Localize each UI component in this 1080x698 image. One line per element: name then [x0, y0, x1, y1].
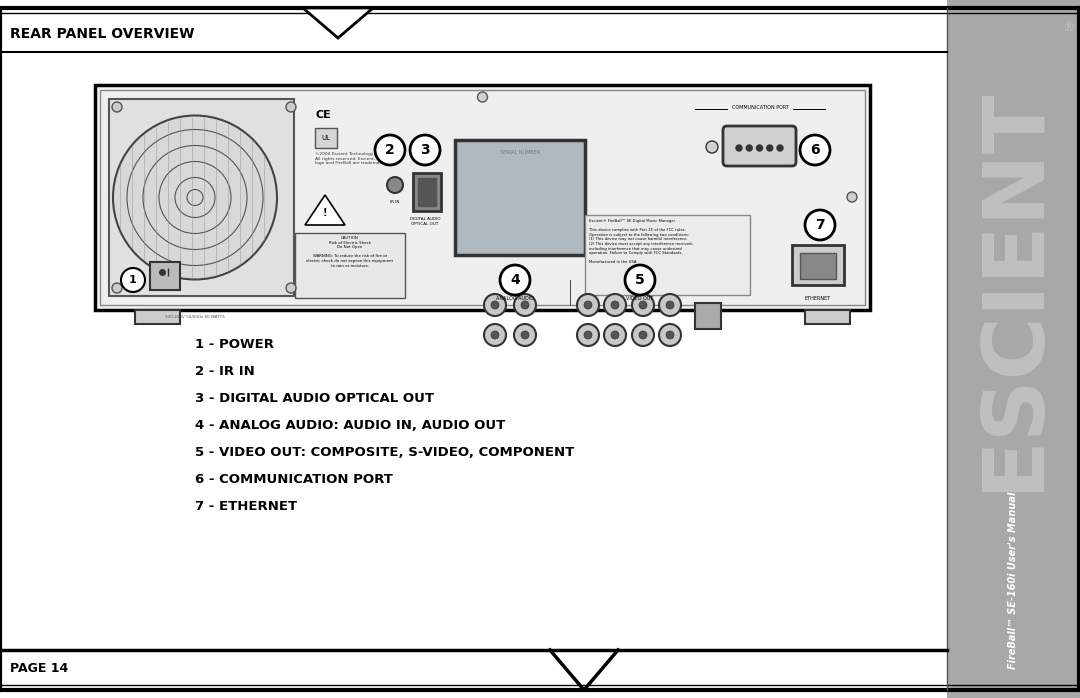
Text: 1: 1 — [130, 275, 137, 285]
Circle shape — [847, 192, 858, 202]
Text: REAR PANEL OVERVIEW: REAR PANEL OVERVIEW — [10, 27, 194, 41]
Text: 2: 2 — [386, 143, 395, 157]
Polygon shape — [303, 8, 373, 38]
Circle shape — [491, 301, 499, 309]
Bar — [585, 215, 750, 295]
Bar — [696, 303, 721, 329]
Circle shape — [632, 294, 654, 316]
Circle shape — [777, 145, 783, 151]
Text: 6 - COMMUNICATION PORT: 6 - COMMUNICATION PORT — [195, 473, 393, 486]
Bar — [805, 310, 850, 324]
Text: 100-240V 50/60Hz 80 WATTS: 100-240V 50/60Hz 80 WATTS — [165, 315, 225, 319]
Bar — [418, 178, 436, 206]
Text: !: ! — [323, 208, 327, 218]
Text: CE: CE — [315, 110, 330, 120]
Circle shape — [666, 301, 674, 309]
Text: 7 - ETHERNET: 7 - ETHERNET — [195, 500, 297, 513]
Circle shape — [521, 331, 529, 339]
Circle shape — [514, 294, 536, 316]
Bar — [800, 253, 836, 279]
Circle shape — [604, 294, 626, 316]
Text: PAGE 14: PAGE 14 — [10, 662, 68, 674]
Circle shape — [767, 145, 773, 151]
Text: 2 - IR IN: 2 - IR IN — [195, 365, 255, 378]
Circle shape — [611, 331, 619, 339]
Text: ANALOG AUDIO: ANALOG AUDIO — [496, 295, 534, 301]
Text: CAUTION
Risk of Electric Shock
Do Not Open

WARNING: To reduce the risk of fire : CAUTION Risk of Electric Shock Do Not Op… — [307, 236, 393, 267]
Circle shape — [625, 265, 654, 295]
Polygon shape — [305, 195, 345, 225]
Text: 1 - POWER: 1 - POWER — [195, 338, 274, 351]
Circle shape — [805, 210, 835, 240]
Text: UL: UL — [322, 135, 330, 141]
Text: IR IN: IR IN — [390, 200, 400, 204]
Circle shape — [577, 324, 599, 346]
Text: 5: 5 — [635, 273, 645, 287]
Circle shape — [735, 145, 742, 151]
Circle shape — [659, 294, 681, 316]
Circle shape — [387, 177, 403, 193]
Text: 5 - VIDEO OUT: COMPOSITE, S-VIDEO, COMPONENT: 5 - VIDEO OUT: COMPOSITE, S-VIDEO, COMPO… — [195, 446, 575, 459]
Circle shape — [639, 331, 647, 339]
Text: ESCIENT: ESCIENT — [972, 87, 1055, 492]
Text: SERIAL NUMBER: SERIAL NUMBER — [500, 150, 540, 155]
Bar — [135, 310, 180, 324]
Circle shape — [659, 324, 681, 346]
Bar — [947, 0, 1080, 698]
Circle shape — [375, 135, 405, 165]
Text: Escient® FireBall™ SE Digital Music Manager

This device complies with Part 15 o: Escient® FireBall™ SE Digital Music Mana… — [589, 219, 693, 265]
Text: ®: ® — [1062, 22, 1075, 34]
Circle shape — [706, 141, 718, 153]
Circle shape — [584, 331, 592, 339]
Circle shape — [410, 135, 440, 165]
Circle shape — [577, 294, 599, 316]
Circle shape — [286, 102, 296, 112]
Circle shape — [521, 301, 529, 309]
Circle shape — [604, 324, 626, 346]
Bar — [413, 173, 441, 211]
Text: FireBall™ SE-160i User's Manual: FireBall™ SE-160i User's Manual — [1009, 491, 1018, 669]
Circle shape — [121, 268, 145, 292]
Bar — [109, 99, 294, 296]
Circle shape — [632, 324, 654, 346]
Text: 4: 4 — [510, 273, 519, 287]
Text: 7: 7 — [815, 218, 825, 232]
Bar — [0, 648, 947, 690]
Circle shape — [639, 301, 647, 309]
Circle shape — [113, 115, 276, 279]
Circle shape — [746, 145, 753, 151]
Text: ETHERNET: ETHERNET — [805, 295, 832, 301]
Circle shape — [611, 301, 619, 309]
Bar — [315, 128, 337, 148]
Circle shape — [484, 294, 507, 316]
FancyBboxPatch shape — [723, 126, 796, 166]
Text: COMMUNICATION PORT: COMMUNICATION PORT — [731, 105, 788, 110]
Circle shape — [112, 102, 122, 112]
Text: DIGITAL AUDIO
OPTICAL OUT: DIGITAL AUDIO OPTICAL OUT — [409, 217, 441, 225]
Text: ©2004 Escient Technology Inc.
All rights reserved. Escient, Escient
logo and Fir: ©2004 Escient Technology Inc. All rights… — [315, 152, 392, 165]
Circle shape — [514, 324, 536, 346]
Bar — [150, 262, 180, 290]
Text: 4 - ANALOG AUDIO: AUDIO IN, AUDIO OUT: 4 - ANALOG AUDIO: AUDIO IN, AUDIO OUT — [195, 419, 505, 432]
Circle shape — [666, 331, 674, 339]
Text: 6: 6 — [810, 143, 820, 157]
Circle shape — [484, 324, 507, 346]
Bar — [792, 245, 843, 285]
Bar — [295, 233, 405, 298]
Circle shape — [800, 135, 831, 165]
Circle shape — [112, 283, 122, 293]
Circle shape — [500, 265, 530, 295]
Circle shape — [491, 331, 499, 339]
Text: 3: 3 — [420, 143, 430, 157]
Bar — [95, 85, 870, 310]
Circle shape — [584, 301, 592, 309]
Text: 3 - DIGITAL AUDIO OPTICAL OUT: 3 - DIGITAL AUDIO OPTICAL OUT — [195, 392, 434, 405]
Bar — [455, 140, 585, 255]
Circle shape — [756, 145, 762, 151]
Circle shape — [477, 92, 487, 102]
Bar — [100, 90, 865, 305]
Circle shape — [286, 283, 296, 293]
Text: VIDEO OUT: VIDEO OUT — [626, 295, 653, 301]
